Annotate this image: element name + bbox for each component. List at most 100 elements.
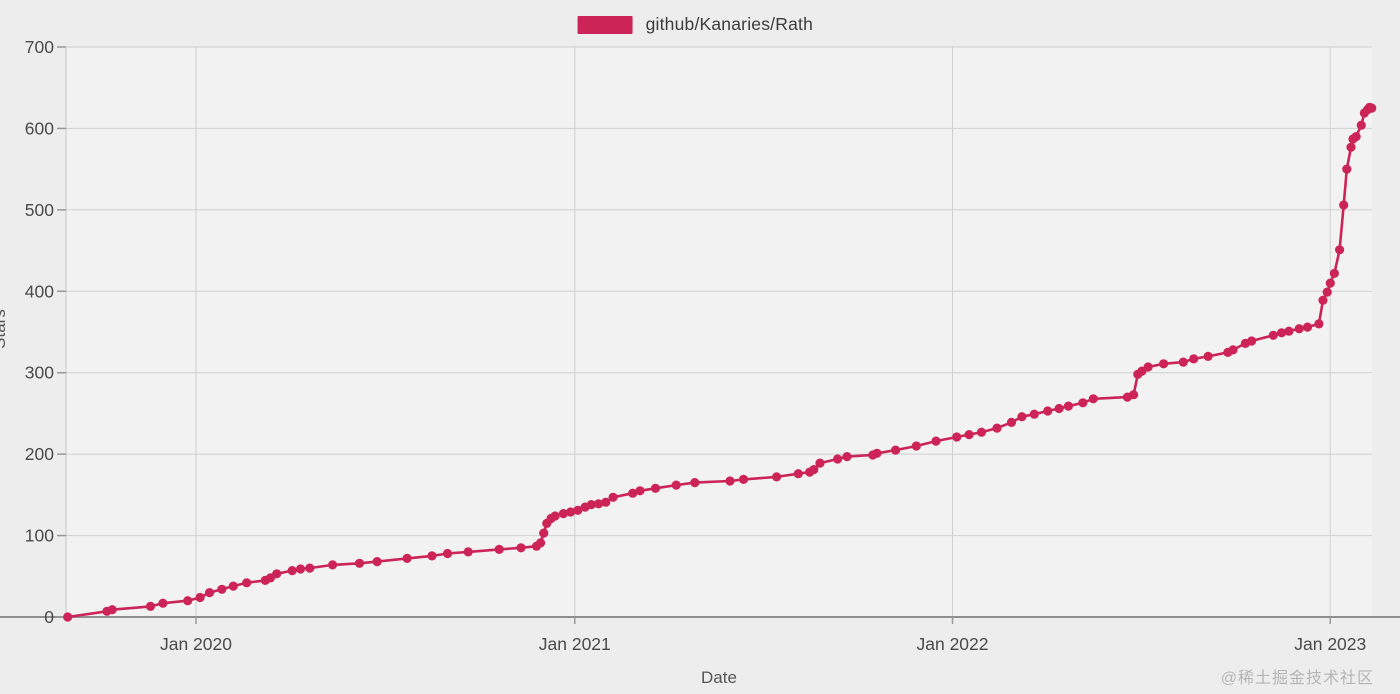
data-point-marker[interactable] — [594, 499, 604, 509]
data-point-marker[interactable] — [228, 581, 238, 591]
data-point-marker[interactable] — [872, 448, 882, 458]
data-point-marker[interactable] — [1129, 390, 1139, 400]
watermark: @稀土掘金技术社区 — [1220, 670, 1374, 687]
data-point-marker[interactable] — [1339, 200, 1349, 210]
data-point-marker[interactable] — [287, 566, 297, 576]
data-point-marker[interactable] — [952, 432, 962, 442]
plot-area — [66, 47, 1372, 617]
legend[interactable]: github/Kanaries/Rath — [577, 14, 813, 35]
data-point-marker[interactable] — [272, 569, 282, 579]
data-point-marker[interactable] — [1247, 336, 1257, 346]
data-point-marker[interactable] — [558, 508, 569, 519]
data-point-marker[interactable] — [1302, 322, 1313, 332]
data-point-marker[interactable] — [295, 564, 306, 574]
data-point-marker[interactable] — [566, 507, 576, 517]
data-point-marker[interactable] — [63, 612, 73, 622]
data-point-marker[interactable] — [372, 557, 382, 567]
data-point-marker[interactable] — [586, 500, 596, 510]
data-point-marker[interactable] — [107, 605, 117, 615]
gridlines — [66, 46, 1372, 617]
y-axis-tick-label: 400 — [25, 281, 54, 301]
data-point-marker[interactable] — [815, 458, 825, 468]
data-point-marker[interactable] — [1325, 278, 1335, 288]
data-point-marker[interactable] — [494, 544, 504, 555]
data-point-marker[interactable] — [1078, 398, 1088, 408]
data-point-marker[interactable] — [463, 547, 473, 557]
data-point-marker[interactable] — [158, 598, 168, 608]
data-point-marker[interactable] — [183, 596, 193, 606]
data-point-marker[interactable] — [891, 445, 901, 455]
data-point-marker[interactable] — [690, 478, 700, 488]
data-point-marker[interactable] — [195, 592, 205, 603]
data-point-marker[interactable] — [1329, 268, 1339, 278]
data-point-marker[interactable] — [628, 488, 638, 498]
data-point-marker[interactable] — [516, 543, 526, 553]
data-point-marker[interactable] — [1088, 394, 1098, 404]
data-point-marker[interactable] — [1159, 359, 1169, 369]
data-point-marker[interactable] — [1335, 245, 1345, 255]
data-point-marker[interactable] — [992, 423, 1002, 433]
data-point-marker[interactable] — [931, 436, 941, 446]
data-point-marker[interactable] — [536, 538, 546, 548]
data-point-marker[interactable] — [1189, 354, 1199, 364]
data-point-marker[interactable] — [833, 454, 843, 464]
data-point-marker[interactable] — [1006, 417, 1017, 427]
data-point-marker[interactable] — [402, 553, 412, 564]
data-point-marker[interactable] — [738, 474, 749, 484]
series-markers — [63, 102, 1377, 622]
data-point-marker[interactable] — [725, 476, 735, 486]
data-point-marker[interactable] — [354, 558, 365, 568]
data-point-marker[interactable] — [1367, 103, 1377, 113]
data-point-marker[interactable] — [772, 472, 782, 482]
data-point-marker[interactable] — [1342, 164, 1352, 174]
data-point-marker[interactable] — [1178, 357, 1188, 367]
data-point-marker[interactable] — [1322, 287, 1332, 297]
y-axis-tick-label: 500 — [25, 200, 54, 220]
data-point-marker[interactable] — [328, 560, 338, 570]
data-point-marker[interactable] — [1043, 406, 1053, 416]
data-point-marker[interactable] — [601, 497, 611, 507]
data-point-marker[interactable] — [1268, 330, 1278, 340]
data-point-marker[interactable] — [1143, 362, 1153, 372]
data-point-marker[interactable] — [550, 511, 560, 521]
data-point-marker[interactable] — [305, 563, 315, 573]
data-point-marker[interactable] — [608, 492, 618, 502]
data-point-marker[interactable] — [1314, 319, 1324, 329]
data-point-marker[interactable] — [1356, 120, 1366, 130]
data-point-marker[interactable] — [573, 505, 583, 515]
data-point-marker[interactable] — [1063, 401, 1073, 411]
x-axis-tick-label: Jan 2020 — [160, 634, 232, 654]
data-point-marker[interactable] — [1294, 324, 1304, 334]
data-point-marker[interactable] — [1284, 326, 1294, 336]
data-point-marker[interactable] — [1017, 412, 1027, 422]
data-point-marker[interactable] — [1346, 142, 1356, 152]
data-point-marker[interactable] — [427, 551, 437, 561]
data-point-marker[interactable] — [204, 588, 215, 598]
data-point-marker[interactable] — [650, 483, 661, 493]
data-point-marker[interactable] — [217, 584, 227, 594]
data-point-marker[interactable] — [145, 601, 156, 612]
data-point-marker[interactable] — [635, 486, 645, 496]
data-point-marker[interactable] — [976, 427, 987, 437]
data-point-marker[interactable] — [1351, 132, 1361, 142]
x-axis-tick-label: Jan 2023 — [1294, 634, 1366, 654]
data-point-marker[interactable] — [1203, 351, 1213, 361]
data-point-marker[interactable] — [1029, 409, 1039, 419]
data-point-marker[interactable] — [242, 578, 252, 588]
data-point-marker[interactable] — [539, 528, 549, 538]
data-point-marker[interactable] — [964, 430, 974, 440]
data-point-marker[interactable] — [793, 469, 803, 479]
data-point-marker[interactable] — [1228, 345, 1238, 355]
data-point-marker[interactable] — [809, 465, 819, 475]
data-point-marker[interactable] — [1054, 403, 1064, 414]
data-point-marker[interactable] — [911, 441, 921, 451]
y-axis-tick-label: 600 — [25, 118, 54, 138]
data-point-marker[interactable] — [442, 548, 453, 559]
data-point-marker[interactable] — [1277, 328, 1287, 338]
data-point-marker[interactable] — [842, 452, 852, 462]
data-point-marker[interactable] — [1318, 295, 1328, 305]
data-point-marker[interactable] — [671, 480, 681, 490]
y-axis-tick-label: 300 — [25, 363, 54, 383]
x-axis-tick-label: Jan 2022 — [917, 634, 989, 654]
